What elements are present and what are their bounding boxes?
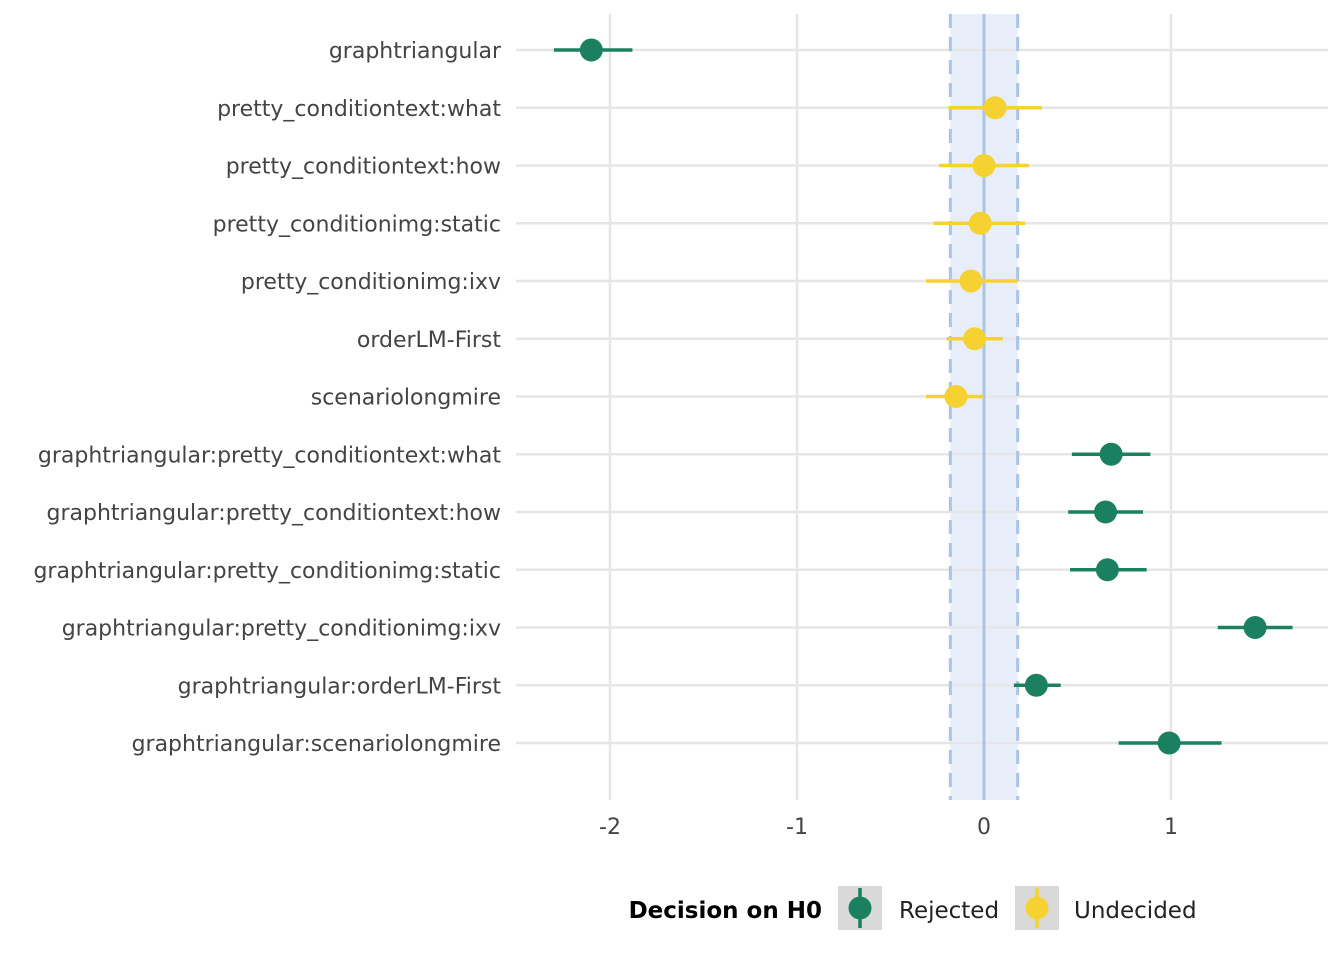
point-range (926, 385, 984, 408)
estimate-point (1095, 558, 1119, 582)
estimate-point (944, 385, 968, 408)
x-tick-label: -1 (786, 815, 808, 840)
grid-lines (516, 14, 1328, 800)
point-range (553, 38, 633, 62)
point-range (1118, 731, 1222, 755)
legend-key-point (1025, 896, 1049, 920)
y-tick-label: pretty_conditiontext:what (217, 97, 501, 122)
point-range (933, 211, 1026, 235)
estimate-point (968, 211, 992, 235)
x-tick-label: 1 (1164, 815, 1178, 840)
estimate-point (1099, 442, 1123, 466)
y-tick-label: pretty_conditiontext:how (226, 155, 501, 180)
x-tick-label: 0 (977, 815, 991, 840)
legend-key-point (848, 896, 872, 920)
estimate-point (1024, 673, 1048, 697)
y-tick-label: graphtriangular:pretty_conditiontext:how (47, 501, 501, 526)
legend-item: Undecided (1015, 886, 1197, 930)
legend: Decision on H0 Rejected Undecided (629, 886, 1197, 930)
y-tick-label: pretty_conditionimg:ixv (241, 270, 501, 295)
legend-label: Rejected (899, 898, 999, 924)
point-range (1217, 616, 1293, 639)
zero-line-group (948, 14, 1020, 800)
point-range-marks (553, 38, 1293, 755)
legend-item: Rejected (838, 886, 999, 930)
y-axis-labels: graphtriangular pretty_conditiontext:what… (33, 39, 502, 757)
point-range (1068, 500, 1143, 524)
point-range (1070, 558, 1147, 582)
y-tick-label: scenariolongmire (311, 386, 501, 411)
legend-label: Undecided (1074, 898, 1197, 924)
x-tick-label: -2 (599, 815, 621, 840)
point-range (1071, 442, 1151, 466)
point-range (948, 96, 1042, 120)
estimate-point (1243, 616, 1267, 639)
point-range (926, 269, 1018, 293)
y-tick-label: graphtriangular:pretty_conditionimg:stat… (33, 559, 501, 584)
y-tick-label: graphtriangular:scenariolongmire (132, 732, 501, 757)
estimate-point (1094, 500, 1118, 524)
estimate-point (963, 327, 987, 351)
estimate-point (579, 38, 603, 62)
x-axis-labels: -2 -1 0 1 (599, 815, 1178, 840)
y-tick-label: pretty_conditionimg:static (213, 212, 501, 237)
estimate-point (959, 269, 983, 293)
y-tick-label: graphtriangular:pretty_conditiontext:wha… (38, 443, 501, 468)
estimate-point (1157, 731, 1181, 755)
estimate-point (972, 154, 996, 177)
point-range (1013, 673, 1061, 697)
y-tick-label: graphtriangular:orderLM-First (178, 674, 502, 699)
point-range (939, 154, 1029, 177)
point-range (946, 327, 1003, 351)
legend-title: Decision on H0 (629, 898, 822, 924)
y-tick-label: orderLM-First (357, 328, 502, 353)
estimate-point (983, 96, 1007, 120)
y-tick-label: graphtriangular (329, 39, 502, 64)
y-tick-label: graphtriangular:pretty_conditionimg:ixv (62, 617, 501, 642)
